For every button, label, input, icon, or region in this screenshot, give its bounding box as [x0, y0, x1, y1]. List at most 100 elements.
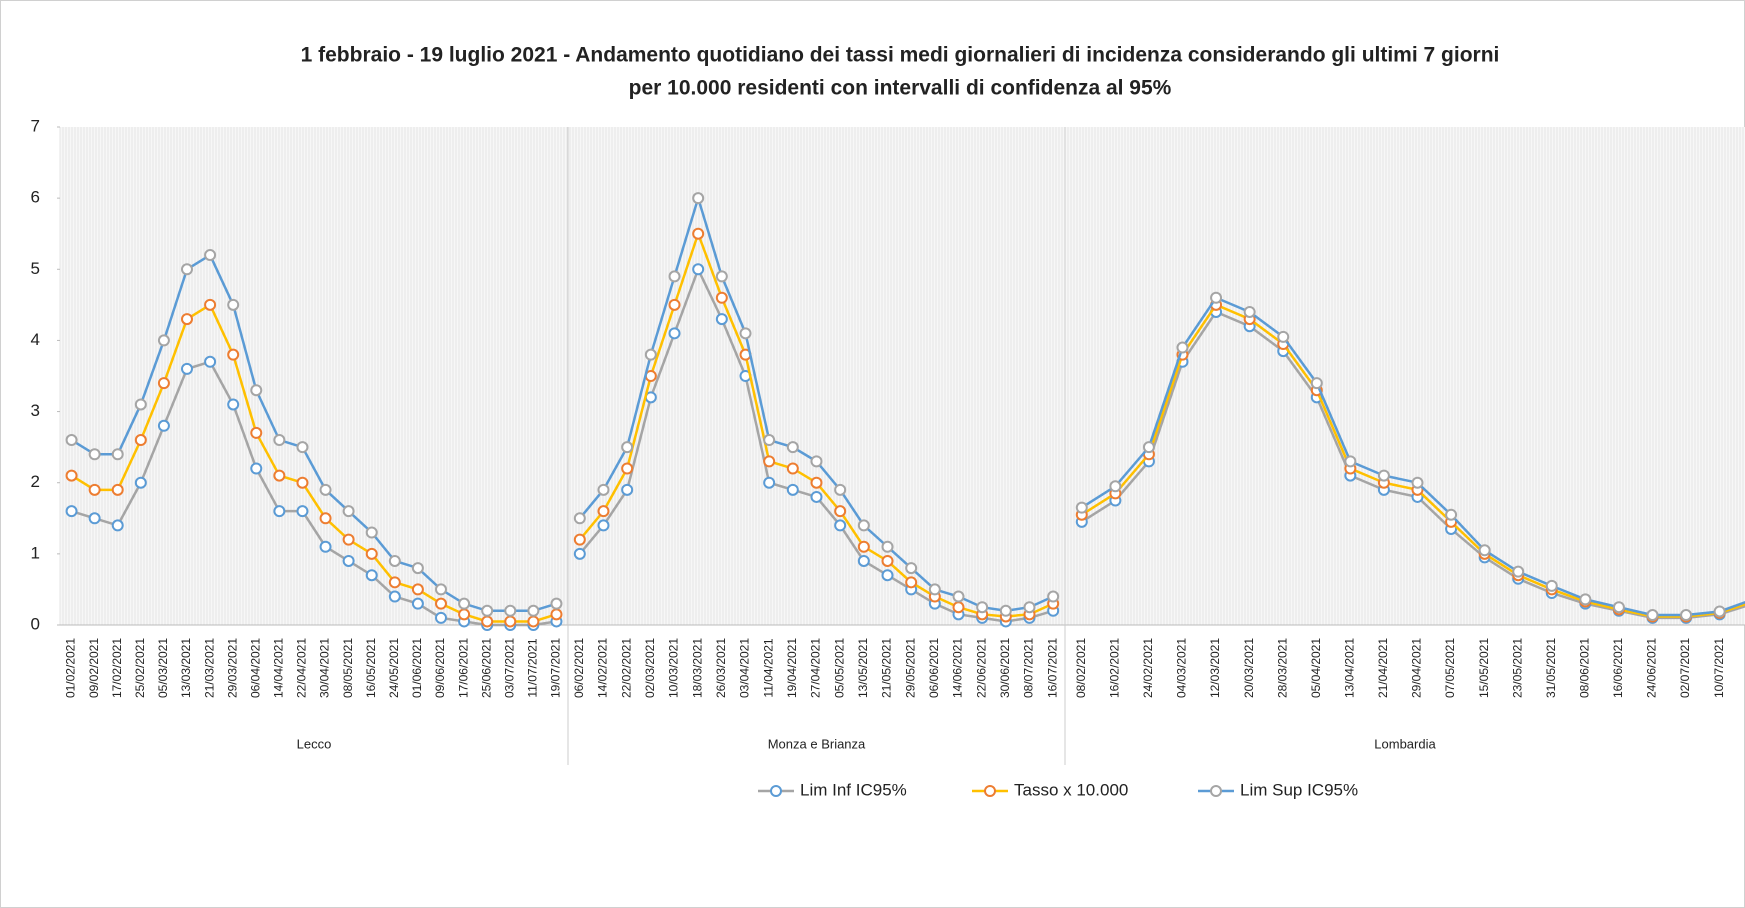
series-line — [71, 360, 557, 627]
data-point — [1344, 455, 1357, 468]
data-point — [573, 512, 586, 525]
data-point — [134, 476, 147, 489]
data-point — [668, 327, 681, 340]
data-point — [1680, 609, 1693, 622]
data-point — [1243, 305, 1256, 318]
x-tick-label: 16/02/2021 — [1108, 638, 1122, 698]
data-point — [1646, 609, 1659, 622]
data-point — [597, 519, 610, 532]
data-point — [342, 533, 355, 546]
data-point — [834, 519, 847, 532]
data-point — [111, 483, 124, 496]
x-tick-label: 11/07/2021 — [526, 638, 540, 697]
legend-label: Lim Sup IC95% — [1240, 780, 1358, 799]
x-tick-label: 24/05/2021 — [387, 638, 401, 698]
x-tick-label: 09/06/2021 — [433, 638, 447, 698]
data-point — [834, 483, 847, 496]
y-tick-label: 4 — [31, 330, 40, 349]
data-point — [273, 469, 286, 482]
data-point — [365, 569, 378, 582]
data-point — [692, 263, 705, 276]
data-point — [88, 483, 101, 496]
x-tick-label: 08/06/2021 — [1578, 638, 1592, 698]
data-point — [411, 597, 424, 610]
data-point — [504, 615, 517, 628]
data-point — [365, 547, 378, 560]
data-point — [1579, 593, 1592, 606]
x-tick-label: 07/05/2021 — [1443, 638, 1457, 698]
data-point — [1047, 590, 1060, 603]
data-point — [928, 583, 941, 596]
data-point — [319, 512, 332, 525]
x-tick-label: 14/06/2021 — [951, 638, 965, 698]
x-tick-label: 23/05/2021 — [1510, 638, 1524, 698]
data-point — [527, 604, 540, 617]
data-point — [952, 590, 965, 603]
data-point — [273, 505, 286, 518]
data-point — [342, 554, 355, 567]
x-tick-label: 17/02/2021 — [110, 638, 124, 698]
data-point — [250, 462, 263, 475]
x-tick-label: 12/03/2021 — [1208, 638, 1222, 698]
data-point — [597, 505, 610, 518]
data-point — [692, 192, 705, 205]
data-point — [857, 554, 870, 567]
data-point — [411, 562, 424, 575]
data-point — [319, 540, 332, 553]
data-point — [458, 608, 471, 621]
x-tick-label: 22/04/2021 — [295, 638, 309, 698]
data-point — [527, 615, 540, 628]
data-point — [1277, 330, 1290, 343]
data-point — [227, 398, 240, 411]
x-tick-label: 26/03/2021 — [714, 638, 728, 698]
data-point — [786, 483, 799, 496]
data-point — [976, 601, 989, 614]
x-tick-label: 14/04/2021 — [272, 638, 286, 698]
data-point — [204, 355, 217, 368]
data-point — [388, 590, 401, 603]
data-point — [810, 455, 823, 468]
data-point — [1478, 544, 1491, 557]
x-tick-label: 29/03/2021 — [225, 638, 239, 698]
data-point — [573, 533, 586, 546]
data-point — [111, 448, 124, 461]
x-tick-label: 06/04/2021 — [248, 638, 262, 698]
x-tick-label: 13/03/2021 — [179, 638, 193, 698]
data-point — [250, 426, 263, 439]
data-point — [999, 604, 1012, 617]
x-tick-label: 08/07/2021 — [1022, 638, 1036, 698]
data-point — [204, 298, 217, 311]
data-point — [621, 483, 634, 496]
x-tick-label: 29/04/2021 — [1410, 638, 1424, 698]
data-point — [786, 462, 799, 475]
data-point — [65, 434, 78, 447]
data-point — [881, 540, 894, 553]
data-point — [550, 597, 563, 610]
data-point — [111, 519, 124, 532]
data-point — [739, 327, 752, 340]
x-tick-label: 19/07/2021 — [549, 638, 563, 698]
data-point — [458, 597, 471, 610]
data-point — [668, 270, 681, 283]
data-point — [435, 597, 447, 610]
data-point — [644, 348, 657, 361]
data-point — [319, 483, 332, 496]
y-tick-label: 7 — [31, 116, 40, 135]
legend-marker — [984, 785, 996, 797]
x-tick-label: 24/06/2021 — [1645, 638, 1659, 698]
x-tick-label: 27/04/2021 — [809, 638, 823, 698]
x-tick-label: 13/05/2021 — [856, 638, 870, 698]
data-point — [621, 462, 634, 475]
data-point — [857, 540, 870, 553]
legend-marker — [1210, 785, 1222, 797]
data-point — [621, 441, 634, 454]
group-label: Monza e Brianza — [768, 736, 866, 751]
x-tick-label: 06/06/2021 — [927, 638, 941, 698]
y-tick-label: 0 — [31, 614, 40, 633]
x-tick-label: 21/04/2021 — [1376, 638, 1390, 698]
x-tick-label: 03/04/2021 — [738, 638, 752, 698]
data-point — [227, 298, 240, 311]
data-point — [411, 583, 424, 596]
y-tick-label: 5 — [31, 259, 40, 278]
data-point — [881, 554, 894, 567]
